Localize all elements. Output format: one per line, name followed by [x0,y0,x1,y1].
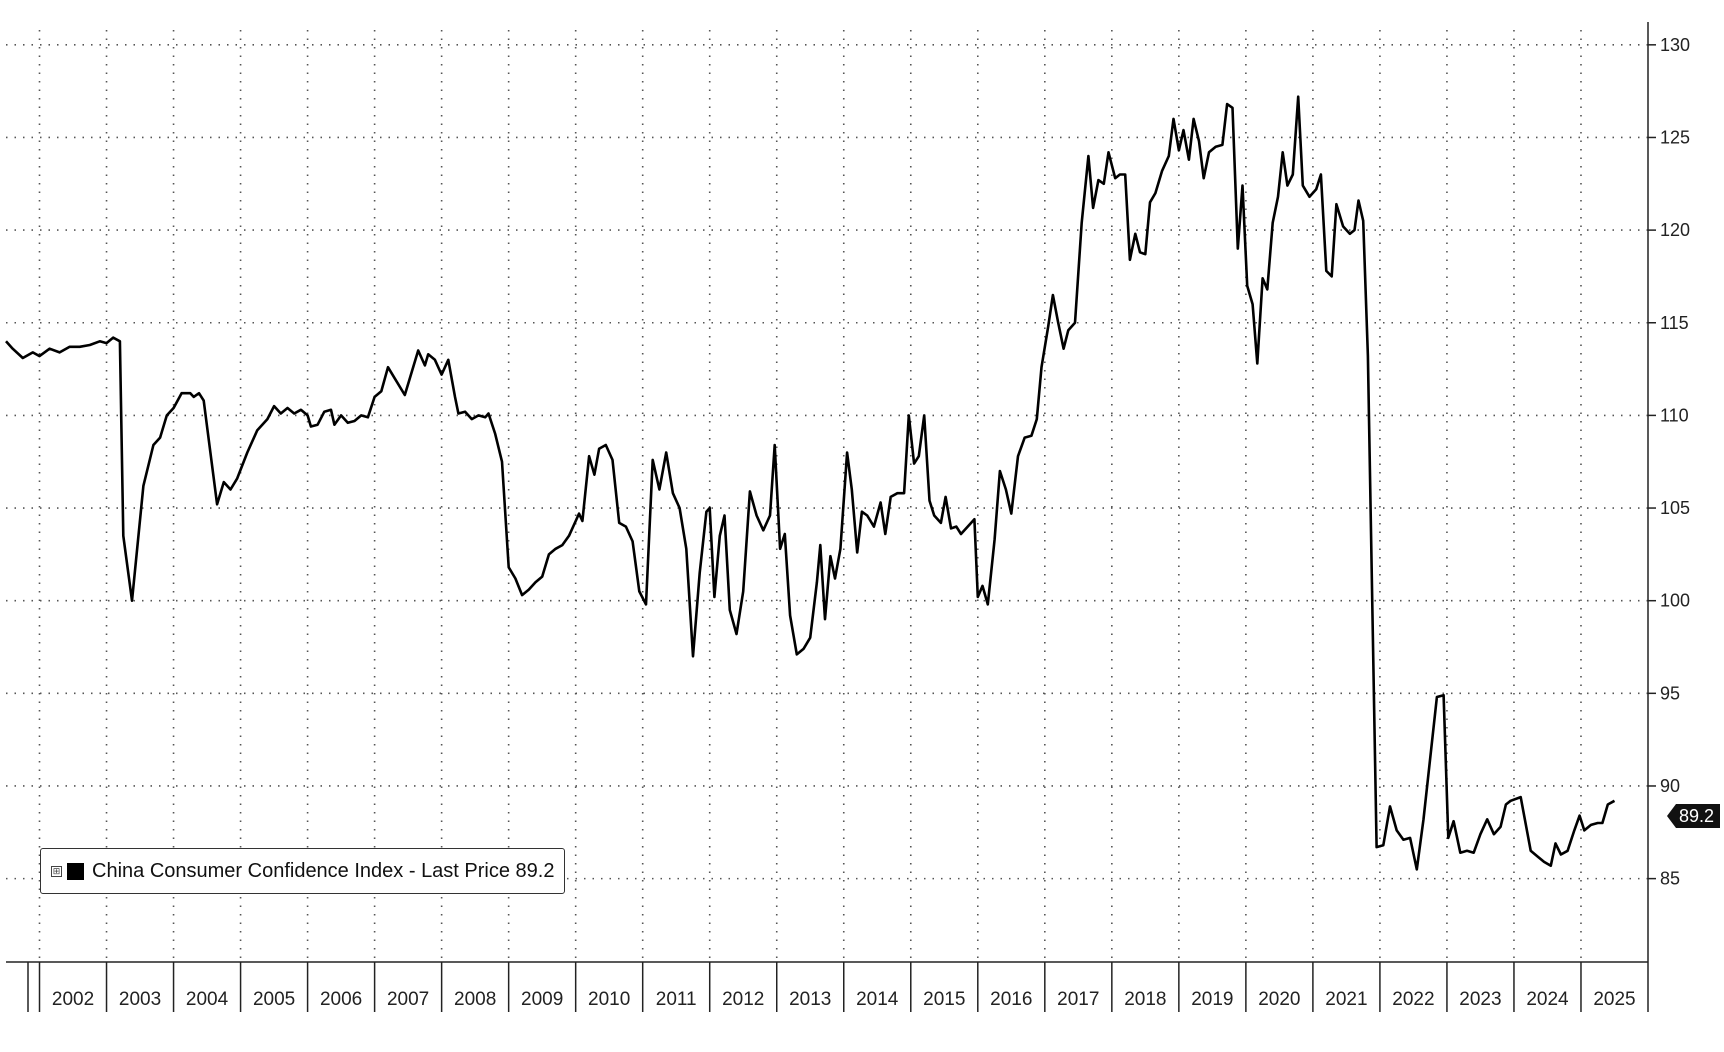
y-tick-label: 130 [1660,35,1690,55]
x-tick-label: 2013 [789,989,831,1010]
x-tick-label: 2010 [588,989,630,1010]
x-tick-label: 2005 [253,989,295,1010]
x-tick-label: 2014 [856,989,899,1010]
axes [6,22,1649,963]
y-tick-label: 110 [1660,405,1689,425]
y-tick-label: 95 [1660,683,1680,703]
y-tick-label: 125 [1660,127,1690,147]
x-tick-label: 2019 [1191,989,1233,1010]
x-tick-label: 2021 [1325,989,1367,1010]
x-tick-label: 2018 [1124,989,1166,1010]
legend-swatch [67,862,84,880]
x-tick-label: 2023 [1459,989,1501,1010]
legend-expand-icon[interactable]: ⊞ [51,865,62,877]
x-tick-label: 2004 [186,989,229,1010]
x-tick-label: 2003 [119,989,161,1010]
last-value-badge: 89.2 [1667,804,1721,828]
x-tick-label: 2017 [1057,989,1099,1010]
x-tick-label: 2022 [1392,989,1434,1010]
series-layer [5,95,1616,871]
x-tick-label: 2012 [722,989,764,1010]
y-tick-label: 85 [1660,869,1680,889]
x-tick-label: 2025 [1593,989,1635,1010]
x-tick-label: 2009 [521,989,563,1010]
x-tick-label: 2020 [1258,989,1300,1010]
y-tick-label: 120 [1660,220,1690,240]
legend-label: China Consumer Confidence Index - Last P… [92,859,555,882]
x-tick-label: 2006 [320,989,362,1010]
x-tick-label: 2024 [1526,989,1569,1010]
y-tick-label: 90 [1660,776,1680,796]
y-tick-label: 100 [1660,591,1690,611]
series-line-china-cci [5,95,1616,871]
y-axis-ticks: 85 90 95 100 105 110 115 120 125 130 [1648,35,1690,889]
x-tick-label: 2015 [923,989,965,1010]
x-axis-ticks: 2002 2003 2004 2005 2006 2007 2008 2009 2010 2011… [27,962,1649,1012]
x-tick-label: 2008 [454,989,496,1010]
x-tick-label: 2016 [990,989,1032,1010]
grid-lines [6,30,1648,962]
x-tick-label: 2007 [387,989,429,1010]
y-tick-label: 105 [1660,498,1690,518]
x-tick-label: 2011 [656,989,697,1010]
y-tick-label: 115 [1660,313,1689,333]
x-tick-label: 2002 [52,989,94,1010]
legend: ⊞ China Consumer Confidence Index - Last… [40,848,566,894]
